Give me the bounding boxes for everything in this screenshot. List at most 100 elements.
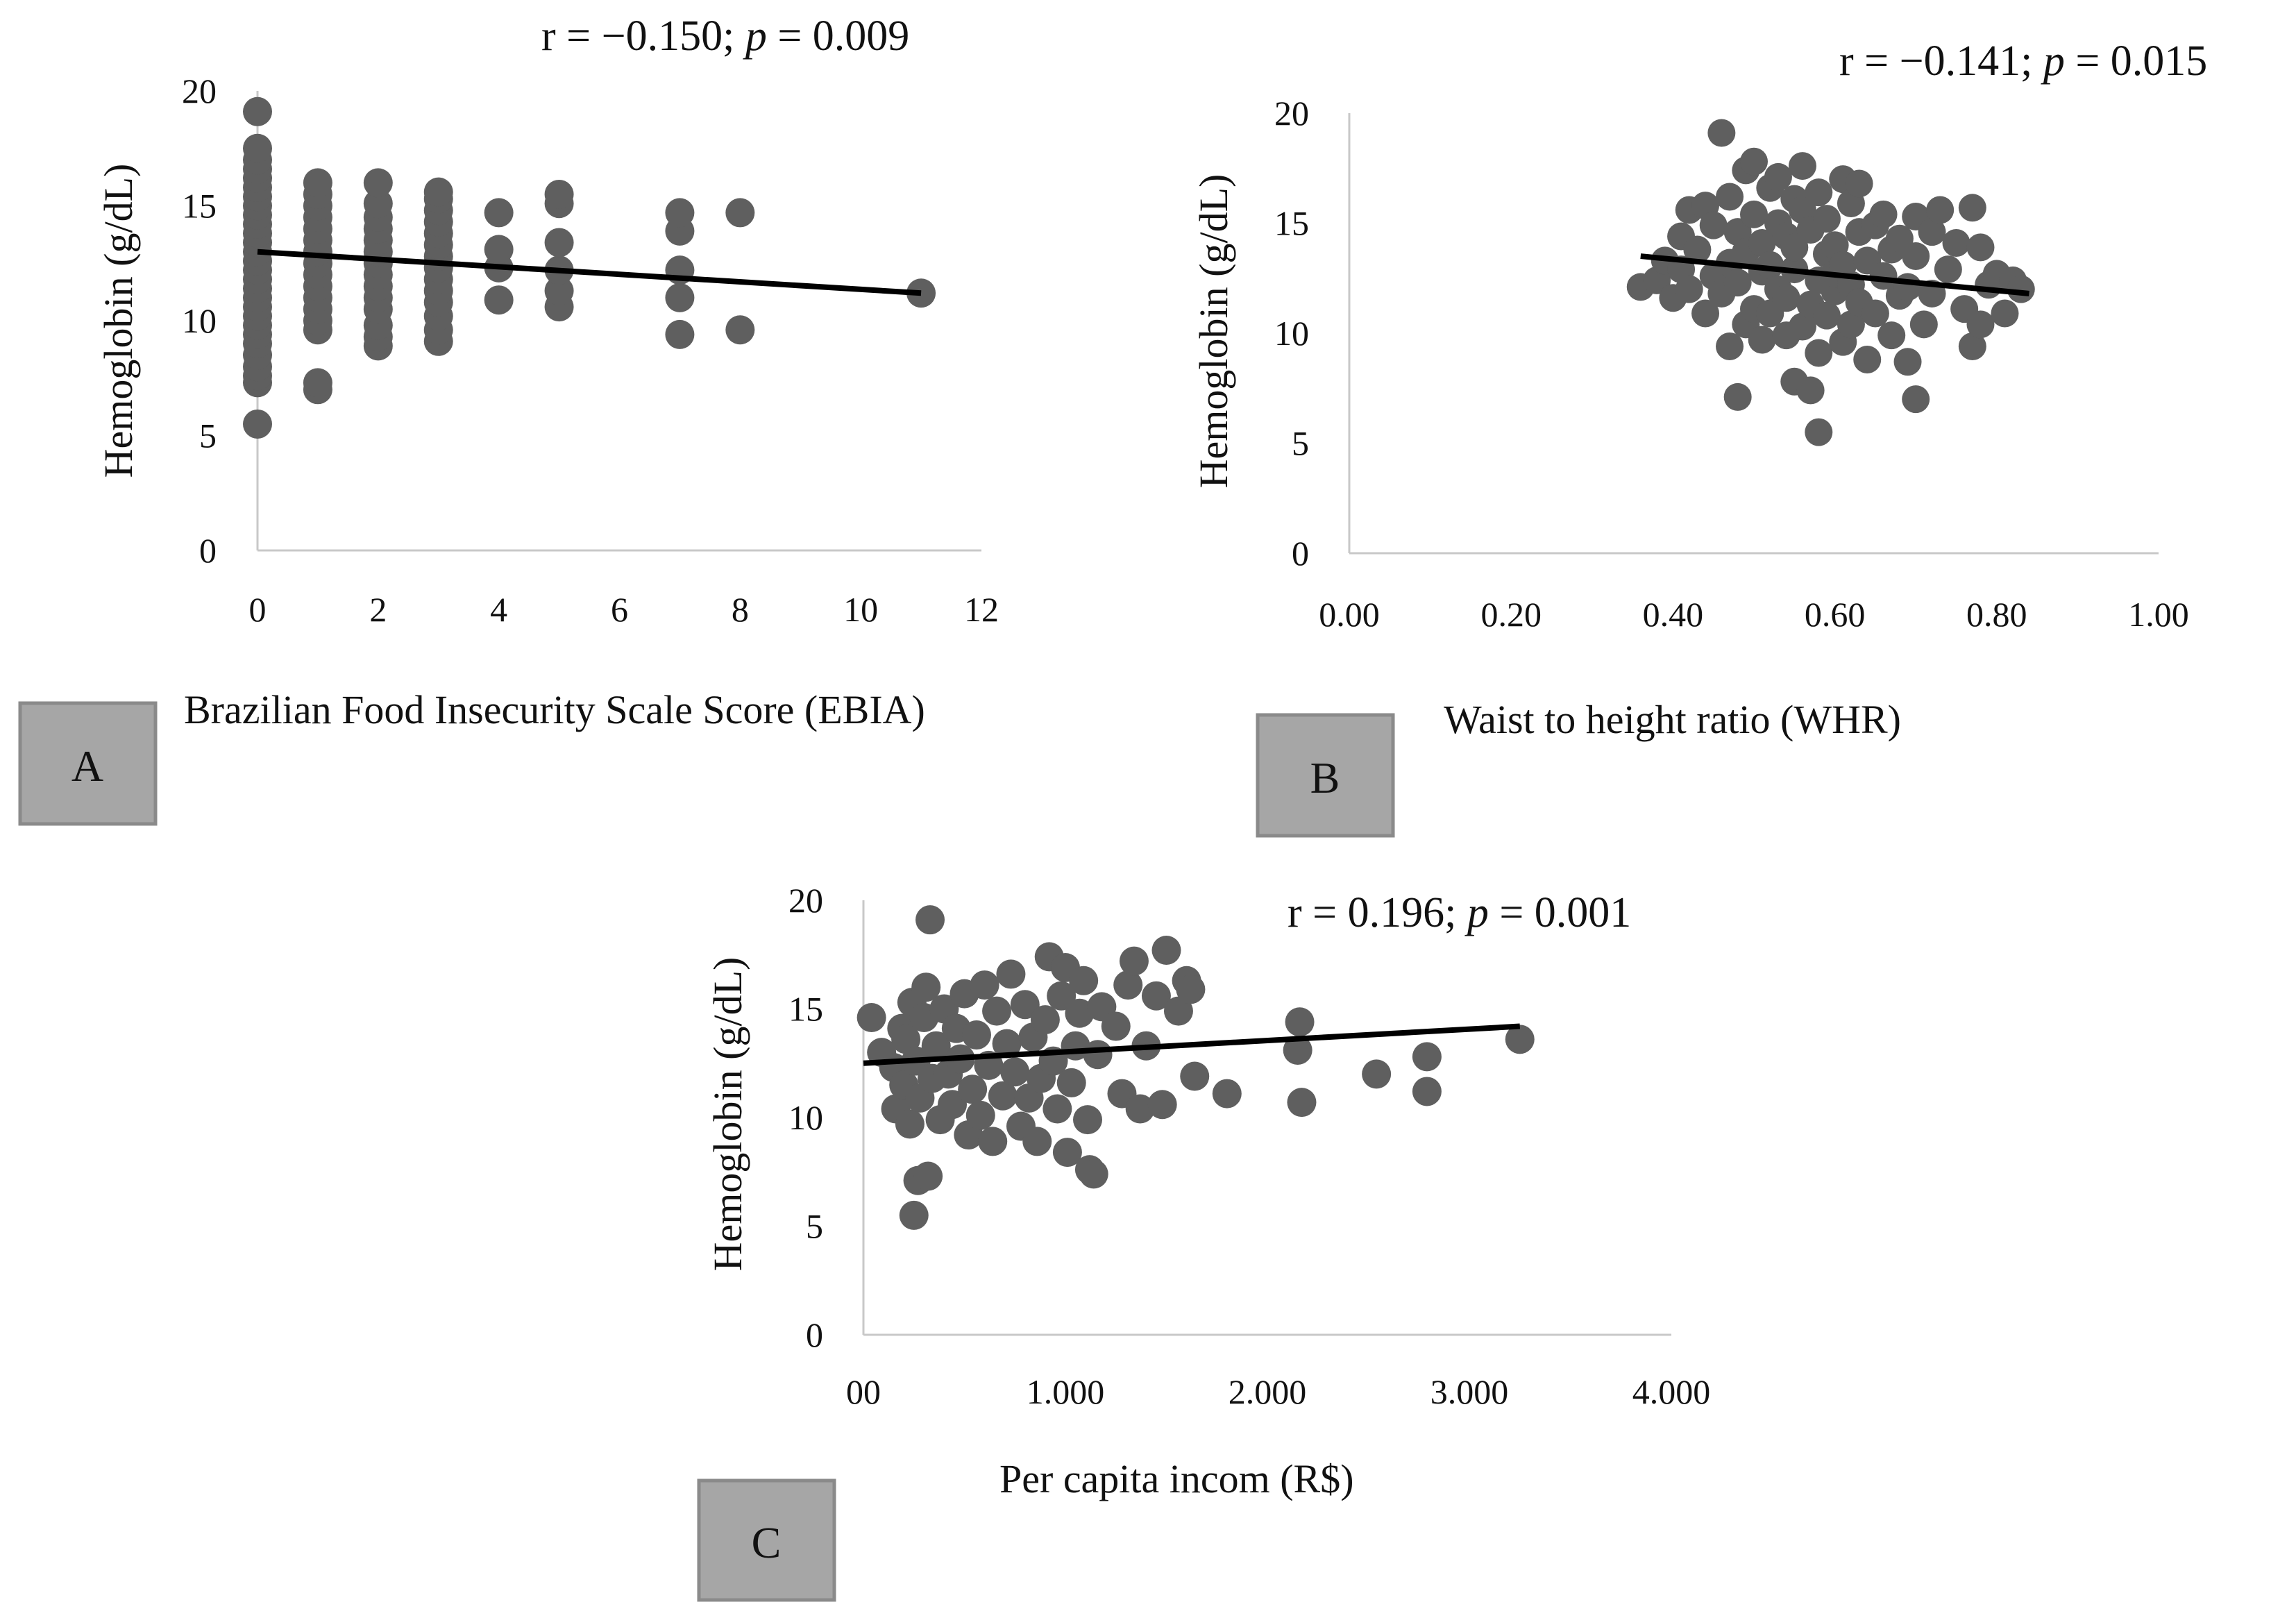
x-axis-title-b: Waist to height ratio (WHR) bbox=[1444, 697, 1901, 742]
data-point-b bbox=[1877, 321, 1906, 350]
y-axis-title-a: Hemoglobin (g/dL) bbox=[96, 164, 141, 478]
x-axis-title-c: Per capita incom (R$) bbox=[999, 1456, 1354, 1501]
x-tick-label-b: 0.00 bbox=[1319, 595, 1380, 634]
data-point-a bbox=[725, 198, 755, 228]
data-point-c bbox=[992, 1029, 1022, 1059]
data-point-b bbox=[1861, 299, 1889, 328]
y-tick-label-a: 20 bbox=[182, 71, 217, 110]
x-tick-label-b: 0.80 bbox=[1966, 595, 2027, 634]
data-point-c bbox=[1141, 981, 1171, 1011]
data-point-c bbox=[1362, 1059, 1392, 1089]
data-point-a bbox=[544, 276, 574, 305]
data-point-a bbox=[484, 198, 514, 228]
data-point-b bbox=[1845, 169, 1873, 198]
data-point-a bbox=[484, 285, 514, 315]
x-tick-label-c: 4.000 bbox=[1632, 1372, 1711, 1411]
data-point-c bbox=[899, 1200, 929, 1230]
data-point-a bbox=[665, 283, 695, 312]
data-point-a bbox=[665, 319, 695, 349]
data-point-a bbox=[243, 409, 272, 439]
data-point-c bbox=[1176, 975, 1206, 1004]
data-point-b bbox=[1902, 242, 1930, 271]
data-point-a bbox=[303, 168, 332, 198]
x-tick-labels-c: 00 1.000 2.000 3.000 4.000 bbox=[846, 1372, 1710, 1411]
data-point-c bbox=[1065, 998, 1095, 1028]
chart-c: r = 0.196; p = 0.001 0 5 10 15 20 00 1.000 2.0… bbox=[705, 881, 1710, 1501]
data-point-c bbox=[913, 1161, 943, 1191]
data-point-a bbox=[243, 96, 272, 126]
data-point-c bbox=[961, 1020, 991, 1050]
y-tick-label-a: 0 bbox=[199, 531, 217, 570]
x-tick-labels-b: 0.00 0.20 0.40 0.60 0.80 1.00 bbox=[1319, 595, 2189, 634]
y-tick-labels-b: 0 5 10 15 20 bbox=[1274, 94, 1309, 573]
data-point-b bbox=[1934, 255, 1962, 284]
data-point-c bbox=[1113, 970, 1143, 1000]
chart-a: r = −0.150; p = 0.009 0 5 10 15 20 0 2 4 6 8 10 12… bbox=[96, 12, 999, 732]
y-tick-label-c: 15 bbox=[788, 990, 823, 1029]
data-point-c bbox=[895, 1109, 925, 1139]
x-tick-label-b: 0.20 bbox=[1480, 595, 1542, 634]
trendline-a bbox=[257, 248, 922, 296]
data-point-c bbox=[1000, 1057, 1030, 1087]
x-tick-label-c: 1.000 bbox=[1027, 1372, 1105, 1411]
x-tick-label-b: 0.40 bbox=[1643, 595, 1704, 634]
data-point-b bbox=[1723, 269, 1752, 297]
data-point-b bbox=[1966, 233, 1995, 262]
data-point-c bbox=[1283, 1035, 1312, 1065]
data-point-c bbox=[1010, 990, 1040, 1020]
x-tick-label-a: 10 bbox=[843, 590, 878, 629]
data-point-b bbox=[1675, 275, 1703, 303]
data-point-b bbox=[1788, 312, 1816, 341]
trendline-c bbox=[863, 1023, 1520, 1066]
data-point-c bbox=[1083, 1040, 1113, 1070]
data-point-c bbox=[1073, 1105, 1103, 1135]
x-axis-title-a: Brazilian Food Insecurity Scale Score (E… bbox=[184, 687, 925, 732]
data-point-c bbox=[911, 972, 941, 1002]
points-c bbox=[856, 905, 1535, 1230]
data-point-b bbox=[1853, 346, 1882, 374]
y-axis-title-b: Hemoglobin (g/dL) bbox=[1191, 174, 1236, 489]
data-point-c bbox=[1022, 1127, 1052, 1156]
y-tick-label-a: 10 bbox=[182, 301, 217, 340]
y-tick-label-a: 5 bbox=[199, 416, 217, 455]
data-point-b bbox=[1796, 376, 1825, 405]
data-point-b bbox=[1707, 119, 1736, 147]
data-point-c bbox=[1287, 1088, 1317, 1118]
data-point-b bbox=[1966, 310, 1995, 339]
y-tick-label-b: 15 bbox=[1274, 204, 1309, 243]
data-point-c bbox=[1151, 935, 1181, 965]
data-point-b bbox=[1699, 211, 1728, 239]
data-point-c bbox=[1412, 1042, 1442, 1072]
data-point-b bbox=[1805, 178, 1833, 207]
data-point-c bbox=[1119, 946, 1149, 976]
data-point-c bbox=[1030, 1005, 1060, 1035]
data-point-b bbox=[1788, 152, 1816, 180]
stat-annotation-b: r = −0.141; p = 0.015 bbox=[1839, 37, 2207, 85]
data-point-a bbox=[544, 228, 574, 258]
data-point-b bbox=[1918, 218, 1946, 246]
data-point-b bbox=[1893, 348, 1922, 376]
data-point-c bbox=[978, 1127, 1008, 1156]
y-tick-label-b: 5 bbox=[1292, 424, 1309, 463]
data-point-b bbox=[1893, 273, 1922, 301]
data-point-b bbox=[1837, 310, 1865, 339]
x-tick-label-c: 2.000 bbox=[1229, 1372, 1307, 1411]
x-tick-labels-a: 0 2 4 6 8 10 12 bbox=[249, 590, 999, 629]
data-point-c bbox=[921, 1031, 951, 1061]
x-tick-label-a: 0 bbox=[249, 590, 267, 629]
stat-annotation-a: r = −0.150; p = 0.009 bbox=[541, 12, 909, 60]
data-point-b bbox=[1740, 200, 1768, 228]
data-point-b bbox=[1805, 339, 1833, 367]
data-point-c bbox=[891, 1025, 921, 1054]
data-point-c bbox=[1101, 1011, 1131, 1041]
data-point-c bbox=[1505, 1025, 1535, 1054]
y-tick-label-c: 20 bbox=[788, 881, 823, 920]
data-point-c bbox=[1285, 1007, 1315, 1037]
y-tick-labels-c: 0 5 10 15 20 bbox=[788, 881, 823, 1354]
data-point-b bbox=[1812, 205, 1841, 233]
data-point-c bbox=[1079, 1159, 1108, 1189]
data-point-c bbox=[1056, 1068, 1086, 1097]
y-tick-label-b: 0 bbox=[1292, 534, 1309, 573]
x-tick-label-a: 12 bbox=[964, 590, 999, 629]
data-point-b bbox=[1683, 235, 1712, 264]
